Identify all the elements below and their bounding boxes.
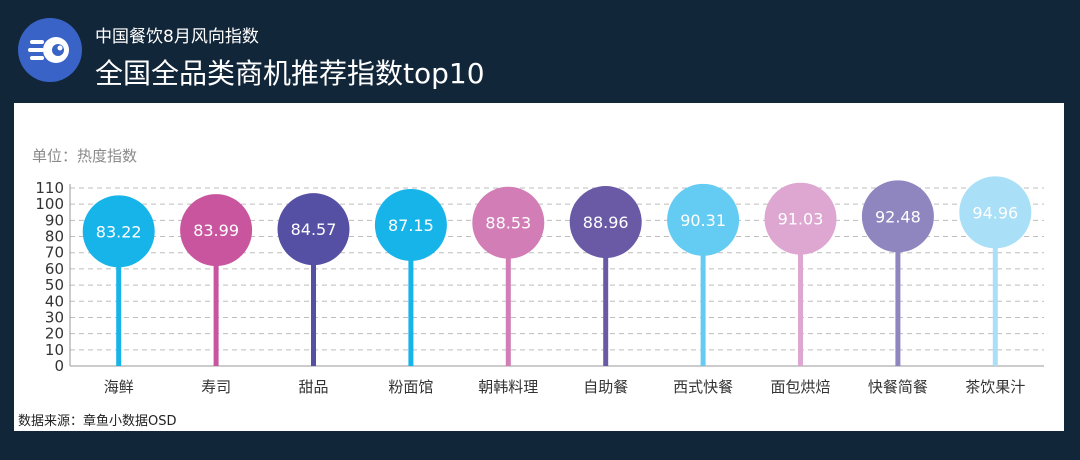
category-label: 寿司: [201, 378, 231, 396]
value-label: 83.99: [193, 221, 239, 240]
unit-label: 单位：热度指数: [32, 147, 138, 165]
value-label: 92.48: [875, 207, 921, 226]
y-tick-label: 0: [54, 357, 64, 375]
category-label: 西式快餐: [673, 378, 733, 396]
category-label: 面包烘焙: [770, 378, 830, 396]
header-title: 全国全品类商机推荐指数top10: [95, 57, 485, 90]
logo: [18, 18, 82, 82]
lollipop-head: [959, 176, 1032, 249]
lollipop-head: [374, 188, 447, 261]
category-label: 茶饮果汁: [965, 378, 1025, 396]
value-label: 88.96: [583, 213, 629, 232]
value-label: 90.31: [680, 211, 726, 230]
category-label: 快餐简餐: [868, 378, 928, 396]
lollipop-head: [569, 186, 642, 259]
category-label: 自助餐: [583, 378, 628, 396]
category-label: 甜品: [298, 378, 328, 396]
value-label: 87.15: [388, 216, 434, 235]
y-tick-label: 110: [35, 179, 64, 197]
y-tick-label: 10: [45, 341, 64, 359]
value-label: 91.03: [778, 210, 824, 229]
footer-band: [0, 431, 1080, 460]
lollipop-head: [861, 180, 934, 253]
y-tick-label: 40: [45, 292, 64, 310]
category-label: 粉面馆: [388, 378, 433, 396]
category-label: 海鲜: [104, 378, 134, 396]
lollipop-head: [667, 183, 740, 256]
y-tick-label: 20: [45, 325, 64, 343]
logo-icon: [28, 37, 69, 63]
value-label: 94.96: [972, 203, 1018, 222]
value-label: 88.53: [485, 214, 531, 233]
y-tick-label: 70: [45, 244, 64, 262]
source-note: 数据来源：章鱼小数据OSD: [18, 414, 177, 429]
lollipop-head: [277, 193, 350, 266]
value-label: 83.22: [96, 222, 142, 241]
chart-panel: 单位：热度指数 0 10 20 30 40 50 60 70 80 90 100 110 83.22 海鲜…: [14, 103, 1064, 431]
category-label: 朝韩料理: [478, 378, 538, 396]
y-tick-label: 100: [35, 195, 64, 213]
header: 中国餐饮8月风向指数 全国全品类商机推荐指数top10: [0, 0, 1080, 103]
y-tick-label: 30: [45, 308, 64, 326]
header-subtitle: 中国餐饮8月风向指数: [95, 27, 259, 47]
value-label: 84.57: [291, 220, 337, 239]
lollipop-head: [764, 182, 837, 255]
lollipop-head: [472, 186, 545, 259]
y-tick-label: 50: [45, 276, 64, 294]
lollipop-head: [82, 195, 155, 268]
y-tick-label: 80: [45, 228, 64, 246]
y-tick-label: 60: [45, 260, 64, 278]
lollipop-head: [180, 194, 253, 267]
y-tick-label: 90: [45, 211, 64, 229]
